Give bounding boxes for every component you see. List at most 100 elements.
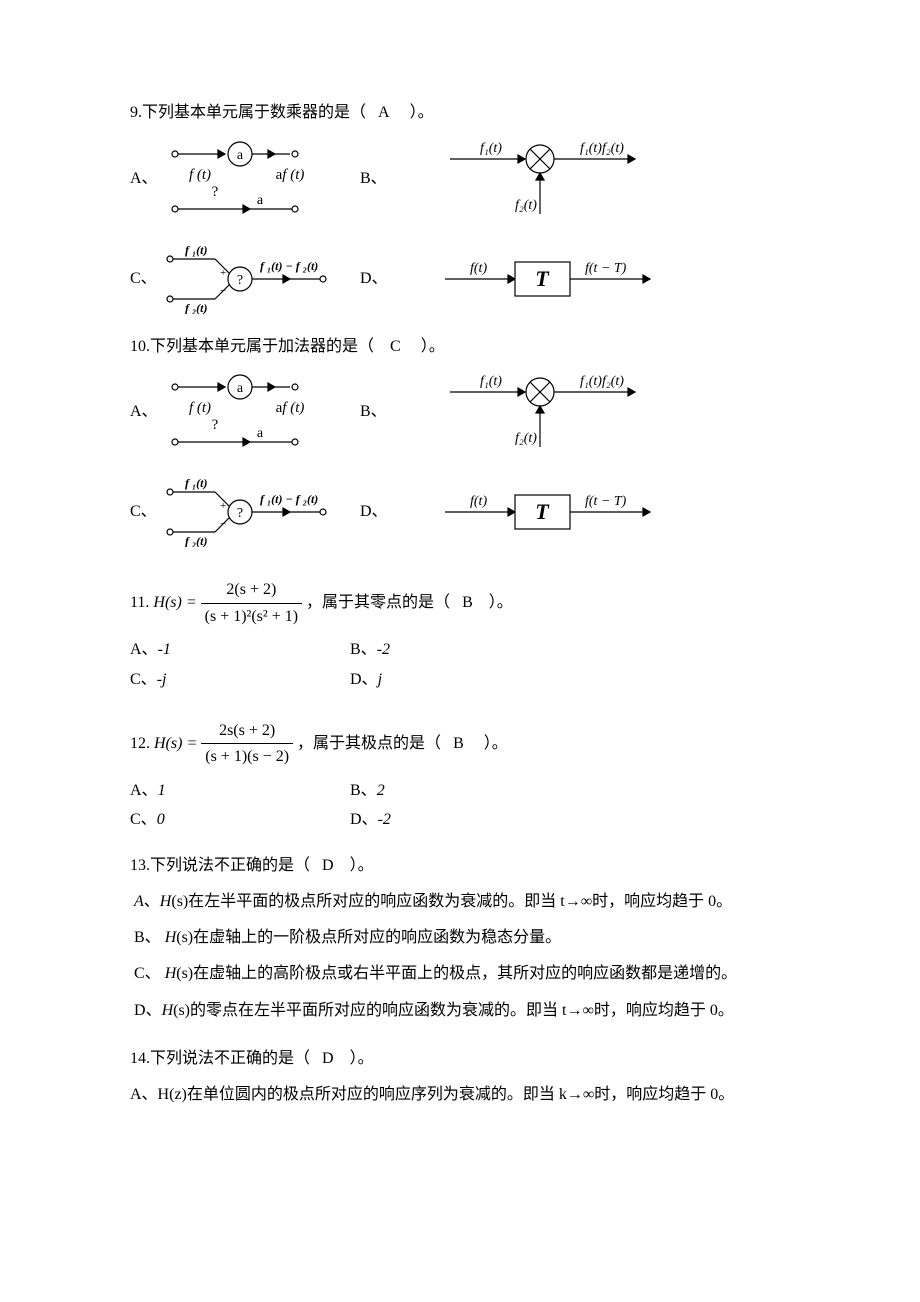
- svg-text:?: ?: [237, 506, 243, 521]
- question-13: 13.下列说法不正确的是（ D ）。 A、H(s)在左半平面的极点所对应的响应函…: [130, 853, 790, 1026]
- q9-label-d: D、: [360, 266, 440, 292]
- svg-text:f(t): f(t): [470, 261, 487, 276]
- q12-opt-b: B、2: [350, 778, 570, 804]
- svg-text:f ₁(t): f ₁(t): [185, 477, 208, 490]
- q13-opt-b: B、 H(s)在虚轴上的一阶极点所对应的响应函数为稳态分量。: [130, 923, 790, 953]
- q11-hs: H(s) =: [153, 594, 200, 611]
- q9-answer: A: [378, 104, 390, 121]
- q12-suffix: ，属于其极点的是（: [297, 734, 441, 751]
- svg-text:f ₁(t) − f ₂(t): f ₁(t) − f ₂(t): [260, 259, 318, 273]
- svg-text:f₁(t)f₂(t): f₁(t)f₂(t): [580, 141, 624, 156]
- q10-label-c: C、: [130, 499, 160, 525]
- q13-opt-d: D、H(s)的零点在左半平面所对应的响应函数为衰减的。即当 t→∞时，响应均趋于…: [130, 996, 790, 1026]
- q11-fraction: 2(s + 2) (s + 1)²(s² + 1): [201, 577, 302, 629]
- q11-opt-d: D、j: [350, 667, 570, 693]
- gain-label: a: [237, 148, 244, 163]
- svg-text:?: ?: [212, 417, 219, 433]
- q10-label-b: B、: [360, 399, 440, 425]
- q12-answer: B: [453, 734, 464, 751]
- diagram-adder: ? + − f ₁(t) f ₂(t) f ₁(t) − f ₂(t): [160, 244, 360, 314]
- q9-label-b: B、: [360, 166, 440, 192]
- q9-after: ）。: [410, 104, 434, 121]
- diagram-multiplier: f₁(t) f₂(t) f₁(t)f₂(t): [440, 134, 690, 224]
- question-12: 12. H(s) = 2s(s + 2) (s + 1)(s − 2) ，属于其…: [130, 718, 790, 833]
- svg-text:f ₂(t): f ₂(t): [185, 534, 208, 547]
- q14-text: 14.下列说法不正确的是（ D ）。: [130, 1046, 790, 1072]
- q12-hs: H(s) =: [154, 734, 201, 751]
- svg-text:af (t): af (t): [276, 167, 305, 183]
- q13-before: 13.下列说法不正确的是（: [130, 857, 310, 874]
- svg-text:−: −: [220, 518, 226, 530]
- svg-text:a: a: [257, 193, 264, 208]
- q11-answer: B: [462, 594, 473, 611]
- q12-den: (s + 1)(s − 2): [201, 744, 293, 770]
- q11-num: 2(s + 2): [201, 577, 302, 604]
- svg-text:a: a: [237, 381, 244, 396]
- diagram-multiplier-2: f₁(t) f₂(t) f₁(t)f₂(t): [440, 367, 690, 457]
- q11-prefix: 11.: [130, 594, 149, 611]
- q12-prefix: 12.: [130, 734, 150, 751]
- svg-text:f₁(t)f₂(t): f₁(t)f₂(t): [580, 374, 624, 389]
- q11-opt-c: C、-j: [130, 667, 350, 693]
- svg-text:f (t): f (t): [189, 167, 211, 183]
- q12-opt-d: D、-2: [350, 807, 570, 833]
- svg-text:−: −: [220, 285, 226, 297]
- svg-text:f(t − T): f(t − T): [585, 494, 627, 509]
- q9-before: 9.下列基本单元属于数乘器的是（: [130, 104, 366, 121]
- svg-text:f ₁(t): f ₁(t): [185, 244, 208, 257]
- svg-text:f₁(t): f₁(t): [480, 374, 502, 389]
- svg-text:T: T: [535, 499, 550, 524]
- q14-after: ）。: [350, 1050, 374, 1067]
- q13-after: ）。: [350, 857, 374, 874]
- svg-text:T: T: [535, 266, 550, 291]
- svg-text:f(t): f(t): [470, 494, 487, 509]
- q11-options: A、-1 B、-2 C、-j D、j: [130, 637, 790, 692]
- q14-opt-a: A、H(z)在单位圆内的极点所对应的响应序列为衰减的。即当 k→∞时，响应均趋于…: [130, 1080, 790, 1110]
- svg-text:+: +: [220, 500, 226, 512]
- q9-label-a: A、: [130, 166, 160, 192]
- q11-after: ）。: [489, 594, 513, 611]
- q9-text: 9.下列基本单元属于数乘器的是（ A ）。: [130, 100, 790, 126]
- svg-text:f₂(t): f₂(t): [515, 431, 537, 446]
- q12-num: 2s(s + 2): [201, 718, 293, 745]
- svg-text:?: ?: [237, 273, 243, 288]
- diagram-delay: T f(t) f(t − T): [440, 254, 690, 304]
- q10-label-a: A、: [130, 399, 160, 425]
- svg-text:f₂(t): f₂(t): [515, 198, 537, 213]
- q12-options: A、1 B、2 C、0 D、-2: [130, 778, 790, 833]
- svg-text:f (t): f (t): [189, 400, 211, 416]
- question-14: 14.下列说法不正确的是（ D ）。 A、H(z)在单位圆内的极点所对应的响应序…: [130, 1046, 790, 1110]
- q13-opt-c: C、 H(s)在虚轴上的高阶极点或右半平面上的极点，其所对应的响应函数都是递增的…: [130, 959, 790, 989]
- q13-text: 13.下列说法不正确的是（ D ）。: [130, 853, 790, 879]
- q12-after: ）。: [484, 734, 508, 751]
- diagram-adder-2: ? + − f ₁(t) f ₂(t) f ₁(t) − f ₂(t): [160, 477, 360, 547]
- svg-text:a: a: [257, 426, 264, 441]
- q12-fraction: 2s(s + 2) (s + 1)(s − 2): [201, 718, 293, 770]
- q13-opt-a: A、H(s)在左半平面的极点所对应的响应函数为衰减的。即当 t→∞时，响应均趋于…: [130, 887, 790, 917]
- q11-den: (s + 1)²(s² + 1): [201, 604, 302, 630]
- q9-label-c: C、: [130, 266, 160, 292]
- question-10: 10.下列基本单元属于加法器的是（ C ）。 A、 a f (t) af (t): [130, 334, 790, 548]
- q10-options: A、 a f (t) af (t): [130, 367, 790, 547]
- svg-text:?: ?: [212, 184, 219, 200]
- diagram-scalar-multiplier: a f (t) af (t) ? a: [160, 134, 360, 224]
- q9-options: A、 a f (t) af (t): [130, 134, 790, 314]
- q13-answer: D: [322, 857, 334, 874]
- svg-text:f ₁(t) − f ₂(t): f ₁(t) − f ₂(t): [260, 492, 318, 506]
- q12-opt-c: C、0: [130, 807, 350, 833]
- q12-text: 12. H(s) = 2s(s + 2) (s + 1)(s − 2) ，属于其…: [130, 718, 790, 770]
- svg-text:f₁(t): f₁(t): [480, 141, 502, 156]
- q14-answer: D: [322, 1050, 334, 1067]
- diagram-scalar-multiplier-2: a f (t) af (t) ? a: [160, 367, 360, 457]
- q14-before: 14.下列说法不正确的是（: [130, 1050, 310, 1067]
- svg-text:f ₂(t): f ₂(t): [185, 301, 208, 314]
- question-9: 9.下列基本单元属于数乘器的是（ A ）。 A、 a f (t) af (t): [130, 100, 790, 314]
- q12-opt-a: A、1: [130, 778, 350, 804]
- svg-text:+: +: [220, 267, 226, 279]
- q10-text: 10.下列基本单元属于加法器的是（ C ）。: [130, 334, 790, 360]
- q10-before: 10.下列基本单元属于加法器的是（: [130, 338, 374, 355]
- diagram-delay-2: T f(t) f(t − T): [440, 487, 690, 537]
- q11-suffix: ，属于其零点的是（: [306, 594, 450, 611]
- svg-text:af (t): af (t): [276, 400, 305, 416]
- q11-opt-b: B、-2: [350, 637, 570, 663]
